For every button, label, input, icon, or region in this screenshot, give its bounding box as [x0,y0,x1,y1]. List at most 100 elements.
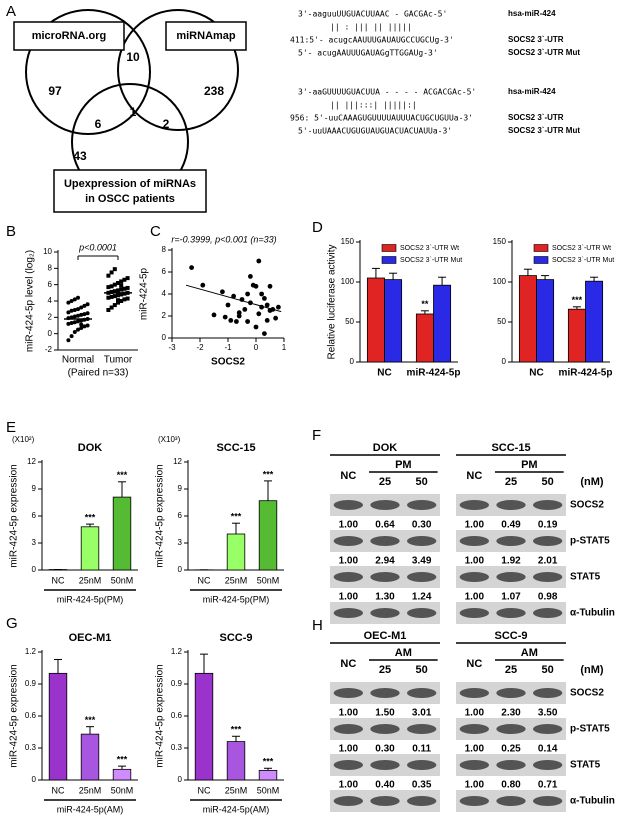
significance: *** [231,512,242,522]
lane-label: 50 [542,664,554,676]
blot-band [459,796,490,806]
y-axis-label: miR-424-5p expression [155,464,166,567]
bar [112,768,132,781]
quantification: 3.01 [412,708,432,719]
bar [194,672,214,781]
blot-band [533,500,563,510]
group-label: miR-424-5p(PM) [203,594,270,604]
axis-multiplier: (X10³) [158,435,181,444]
blot-band [333,608,364,618]
blot-band [333,500,364,510]
legend-swatch [381,256,397,264]
point [66,310,71,315]
panel-label: C [150,223,161,240]
quantification: 0.30 [375,744,395,755]
y-tick-label: 10 [43,247,52,256]
y-tick-label: 0 [48,329,53,338]
blot-band [533,688,563,698]
blot-band [459,500,490,510]
point [122,286,127,291]
blot-band [533,724,563,734]
venn-box [53,169,207,213]
blot-band [370,796,400,806]
significance: *** [231,725,242,735]
chart-title: SCC-9 [219,632,252,644]
point [109,294,114,299]
panel-label: D [312,219,323,236]
point [116,281,120,286]
y-tick-label: 3 [178,538,183,547]
x-tick-label: 50nM [111,575,134,585]
point [106,307,111,312]
lane-label: 50 [416,476,428,488]
significance: *** [572,295,583,305]
point [116,288,120,293]
quantification: 1.00 [465,708,485,719]
bar [226,533,246,571]
point [125,276,130,281]
significance: *** [263,469,274,479]
point [262,331,267,336]
quantification: 0.14 [538,744,558,755]
bar [366,277,385,363]
protein-label: p-STAT5 [570,724,610,735]
cell-line: DOK [373,442,398,454]
chart-title: OEC-M1 [69,632,112,644]
x-tick-label: 50nM [257,575,280,585]
x-axis-label: (Paired n=33) [68,368,129,379]
point [76,295,80,300]
y-tick-label: -2 [45,345,53,354]
protein-label: STAT5 [570,572,601,583]
sequence: 5'-uuUAAACUGUGUAUGUACUACUAUUa-3' [298,127,452,136]
quantification: 0.19 [538,520,558,531]
x-tick-label: 25nM [79,575,102,585]
x-tick-label: NC [198,575,211,585]
significance: ** [421,299,429,309]
protein-label: SOCS2 [570,688,604,699]
y-tick-label: 9 [178,484,183,493]
bar [518,275,537,363]
venn-box [165,21,247,51]
quantification: 0.25 [501,744,521,755]
blot-band [533,796,563,806]
point [125,296,130,301]
blot-band [370,688,400,698]
blot-band [496,536,526,546]
blot-band [407,760,437,770]
point [82,324,87,329]
venn-set-label: in OSCC patients [85,193,175,205]
blot-band [333,760,364,770]
sequence-label: hsa-miR-424 [508,9,556,18]
bar [585,280,604,363]
point [119,283,124,288]
venn-count: 1 [130,105,137,119]
point [85,323,90,328]
venn-set-label: Upexpression of miRNAs [64,178,196,190]
annotation: r=-0.3999, p<0.001 (n=33) [171,234,276,244]
y-tick-label: 1.2 [25,647,37,656]
quantification: 1.00 [465,556,485,567]
unit: (nM) [580,664,604,676]
x-axis-label: SOCS2 [211,357,245,368]
blot-band [333,724,364,734]
point [85,302,90,307]
legend-label: SOCS2 3`-UTR Wt [400,245,459,252]
y-tick-label: 50 [345,317,354,326]
quantification: 1.00 [339,556,359,567]
quantification: 1.00 [339,592,359,603]
cell-line: SCC-15 [491,442,530,454]
legend-label: SOCS2 3`-UTR Mut [552,257,614,264]
panel-label: G [6,615,18,632]
y-tick-label: 6 [162,267,167,276]
treatment: PM [521,459,538,471]
point [116,300,120,305]
y-tick-label: 0 [162,333,167,342]
y-tick-label: 0 [502,357,507,366]
blot-band [496,724,526,734]
point [200,282,206,288]
panel-label: F [312,427,321,444]
legend-swatch [533,256,549,264]
significance: *** [85,715,96,725]
point [116,293,120,298]
point [264,318,270,323]
